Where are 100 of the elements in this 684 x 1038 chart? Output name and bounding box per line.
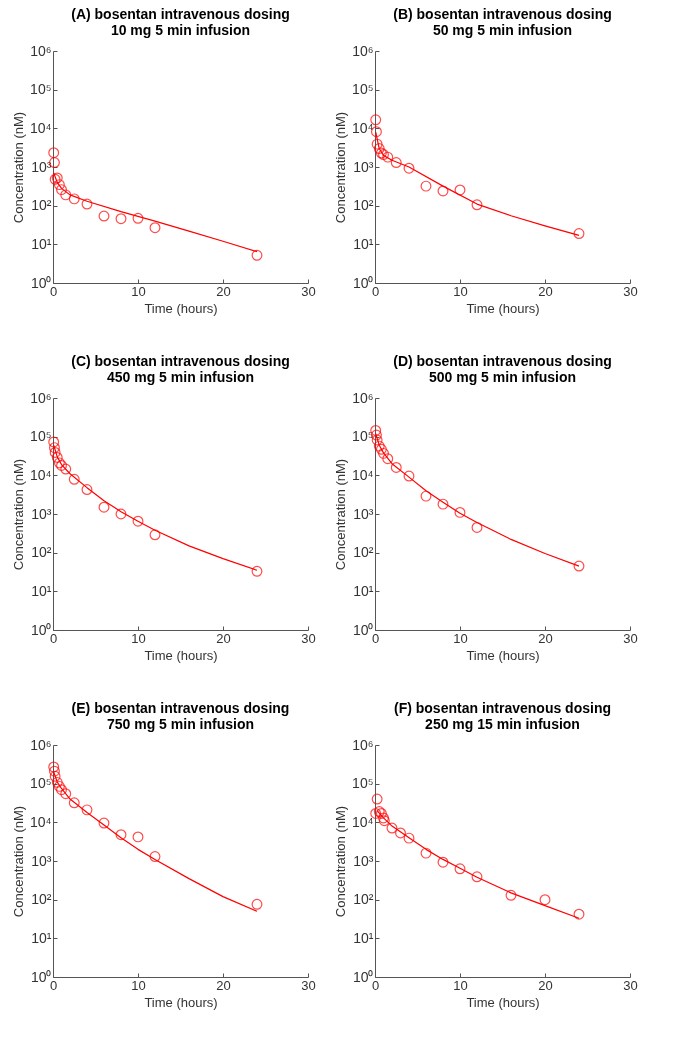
point — [68, 473, 80, 485]
point — [98, 210, 110, 222]
y-tick-label: 10³ — [31, 852, 52, 869]
point — [48, 442, 60, 454]
point — [115, 829, 127, 841]
y-tick-label: 10¹ — [31, 235, 52, 252]
point — [48, 761, 60, 773]
chart-subtitle: 10 mg 5 min infusion — [110, 22, 251, 38]
point — [371, 138, 383, 150]
y-tick-label: 10⁵ — [30, 428, 52, 445]
y-tick-label: 10⁴ — [29, 466, 52, 483]
point — [437, 185, 449, 197]
point — [373, 143, 385, 155]
point — [49, 447, 61, 458]
x-axis-title: Time (hours) — [144, 300, 218, 316]
point — [420, 180, 432, 192]
point — [573, 908, 585, 920]
y-tick-label: 10¹ — [353, 582, 374, 599]
y-tick-label: 10² — [353, 891, 374, 908]
point — [378, 447, 389, 459]
y-axis-title: Concentration (nM) — [332, 458, 348, 571]
point — [56, 784, 67, 796]
point — [371, 434, 383, 446]
point — [132, 212, 144, 224]
x-tick-label: 0 — [49, 630, 58, 646]
point — [420, 847, 432, 859]
x-tick-label: 20 — [538, 283, 553, 299]
y-tick-label: 10² — [31, 197, 52, 214]
y-tick-label: 10³ — [353, 852, 374, 869]
x-tick-label: 0 — [371, 977, 380, 993]
x-axis-title: Time (hours) — [466, 300, 540, 316]
point — [382, 151, 394, 163]
x-tick-label: 10 — [453, 630, 468, 646]
y-tick-label: 10⁵ — [352, 775, 374, 792]
point — [505, 889, 517, 901]
x-tick-label: 0 — [371, 630, 380, 646]
point — [371, 793, 383, 805]
y-tick-label: 10⁵ — [352, 81, 374, 98]
point — [98, 501, 110, 513]
point — [471, 871, 483, 883]
y-tick-label: 10³ — [353, 505, 374, 522]
point — [251, 565, 263, 577]
x-tick-label: 10 — [131, 630, 146, 646]
point — [48, 147, 60, 159]
chart-subtitle: 750 mg 5 min infusion — [106, 716, 255, 732]
x-tick-label: 0 — [49, 977, 58, 993]
point — [49, 770, 61, 782]
x-axis-title: Time (hours) — [466, 647, 540, 663]
x-tick-label: 0 — [371, 283, 380, 299]
x-tick-label: 10 — [131, 977, 146, 993]
point — [60, 788, 72, 800]
y-tick-label: 10⁶ — [352, 736, 374, 753]
y-tick-label: 10⁴ — [29, 813, 52, 830]
x-tick-label: 30 — [301, 977, 316, 993]
y-axis-title: Concentration (nM) — [10, 111, 26, 224]
x-tick-label: 10 — [453, 977, 468, 993]
point — [382, 453, 394, 465]
point — [81, 198, 93, 210]
x-tick-label: 30 — [623, 630, 638, 646]
x-tick-label: 10 — [453, 283, 468, 299]
y-tick-label: 10¹ — [353, 929, 374, 946]
point — [403, 162, 415, 174]
y-tick-label: 10⁴ — [351, 813, 374, 830]
x-tick-label: 0 — [49, 283, 58, 299]
y-tick-label: 10³ — [353, 158, 374, 175]
point — [115, 213, 127, 225]
y-tick-label: 10¹ — [31, 929, 52, 946]
x-tick-label: 20 — [216, 283, 231, 299]
chart-title: (C) bosentan intravenous dosing — [71, 353, 290, 369]
point — [56, 184, 67, 196]
point — [395, 827, 406, 839]
y-tick-label: 10⁴ — [351, 119, 374, 136]
chart-title: (A) bosentan intravenous dosing — [71, 6, 290, 22]
x-tick-label: 20 — [216, 977, 231, 993]
x-tick-label: 30 — [623, 283, 638, 299]
point — [390, 157, 402, 169]
y-axis-title: Concentration (nM) — [10, 458, 26, 571]
point — [251, 249, 263, 261]
point — [471, 199, 483, 211]
point — [420, 490, 432, 502]
y-tick-label: 10⁴ — [29, 119, 52, 136]
point — [149, 529, 161, 541]
x-tick-label: 20 — [216, 630, 231, 646]
y-tick-label: 10⁶ — [30, 389, 52, 406]
y-tick-label: 10⁶ — [30, 736, 52, 753]
point — [53, 780, 65, 792]
point — [68, 193, 80, 205]
chart-subtitle: 500 mg 5 min infusion — [428, 369, 577, 385]
y-tick-label: 10² — [353, 544, 374, 561]
point — [437, 856, 449, 868]
point — [539, 894, 551, 906]
x-axis-title: Time (hours) — [144, 994, 218, 1010]
chart-subtitle: 50 mg 5 min infusion — [432, 22, 573, 38]
point — [98, 817, 110, 829]
y-tick-label: 10⁶ — [352, 42, 374, 59]
point — [115, 508, 127, 520]
y-tick-label: 10⁵ — [30, 775, 52, 792]
point — [132, 515, 144, 527]
x-tick-label: 30 — [301, 283, 316, 299]
y-axis-title: Concentration (nM) — [10, 805, 26, 918]
